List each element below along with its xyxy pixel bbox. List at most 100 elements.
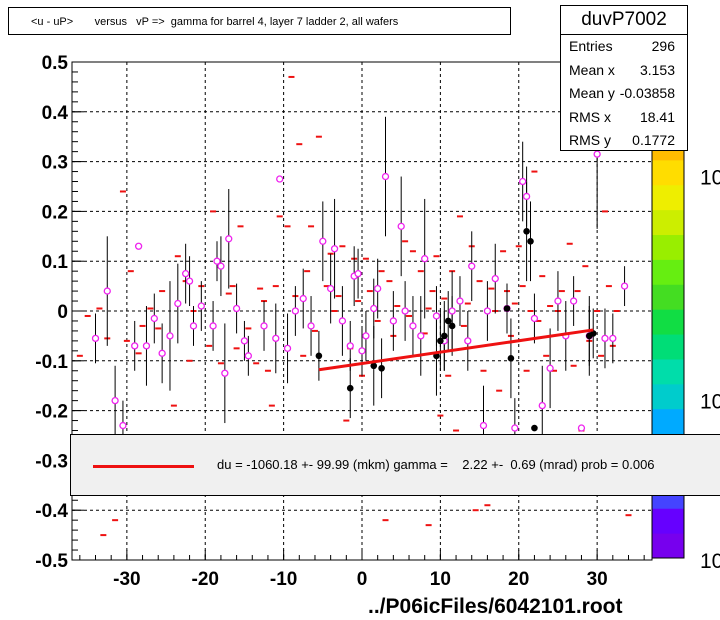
x-tick-label: 30 xyxy=(587,569,608,590)
open-point xyxy=(213,257,221,265)
open-point xyxy=(260,322,268,330)
palette-swatch xyxy=(652,358,684,385)
x-tick-label: 10 xyxy=(430,569,451,590)
open-point xyxy=(421,255,429,263)
open-point xyxy=(519,177,527,186)
stats-row-entries: Entries 296 xyxy=(561,35,687,59)
open-markers xyxy=(91,150,629,432)
open-point xyxy=(358,347,366,355)
filled-markers xyxy=(315,228,597,432)
palette-swatch xyxy=(652,234,684,260)
open-point xyxy=(338,317,347,325)
open-point xyxy=(119,421,127,430)
open-point xyxy=(609,334,617,343)
open-point xyxy=(491,274,499,283)
fit-legend-swatch xyxy=(93,465,194,468)
x-tick-label: -20 xyxy=(192,569,219,590)
stats-value: 296 xyxy=(651,38,675,54)
open-point xyxy=(240,337,249,345)
y-tick-label: -0.2 xyxy=(35,402,68,423)
open-point xyxy=(150,314,158,323)
y-tick-label: 0.3 xyxy=(42,153,68,174)
stats-row-rms-x: RMS x 18.41 xyxy=(561,106,687,130)
open-point xyxy=(209,322,217,330)
open-point xyxy=(217,262,225,270)
chart-title: <u - uP> versus vP => gamma for barrel 4… xyxy=(8,7,511,35)
open-point xyxy=(389,317,398,325)
open-point xyxy=(417,332,425,340)
open-point xyxy=(346,342,354,350)
filled-point xyxy=(440,332,448,340)
open-point xyxy=(189,322,198,330)
x-tick-label: 0 xyxy=(357,569,368,590)
palette-swatch xyxy=(652,508,684,534)
open-point xyxy=(468,262,476,270)
open-point xyxy=(291,307,300,315)
stats-row-rms-y: RMS y 0.1772 xyxy=(561,129,687,153)
stats-row-mean-x: Mean x 3.153 xyxy=(561,59,687,83)
open-point xyxy=(272,334,280,343)
stats-key: Mean x xyxy=(569,61,615,78)
open-point xyxy=(111,396,119,405)
stats-value: -0.03858 xyxy=(619,85,675,101)
open-point xyxy=(409,322,417,330)
open-point xyxy=(381,172,390,181)
y-tick-label: 0 xyxy=(57,302,68,323)
x-tick-label: -30 xyxy=(113,569,140,590)
open-point xyxy=(479,421,488,430)
open-point xyxy=(276,175,284,183)
open-point xyxy=(432,312,441,320)
filled-point xyxy=(378,364,385,372)
filled-point xyxy=(444,317,452,325)
palette-label: 10 xyxy=(700,167,720,190)
palette-swatch xyxy=(652,259,684,285)
y-tick-label: -0.4 xyxy=(35,501,68,522)
open-point xyxy=(354,269,362,278)
source-file-label: ../P06icFiles/6042101.root xyxy=(368,595,623,618)
filled-point xyxy=(448,322,456,330)
palette-swatch xyxy=(652,284,684,310)
open-point xyxy=(232,304,241,313)
open-point xyxy=(244,352,253,360)
filled-point xyxy=(507,355,515,362)
open-point xyxy=(221,369,229,377)
open-point xyxy=(326,284,335,293)
filled-point xyxy=(346,384,354,392)
filled-point xyxy=(315,352,323,360)
open-point xyxy=(483,307,492,315)
axes: -30 -20 -10 0 10 20 30 -0.5 -0.4 -0.3 -0.2 -0.1 0 0.1… xyxy=(35,53,645,590)
open-point xyxy=(330,245,339,253)
stats-name: duvP7002 xyxy=(561,6,687,35)
stats-row-mean-y: Mean y -0.03858 xyxy=(561,82,687,106)
open-point xyxy=(166,332,174,340)
open-point xyxy=(103,287,111,295)
y-tick-label: -0.5 xyxy=(35,551,68,572)
y-tick-label: 0.2 xyxy=(42,202,68,223)
open-point xyxy=(522,192,531,201)
palette-swatch xyxy=(652,209,684,236)
open-point xyxy=(225,235,233,243)
y-tick-label: 0.4 xyxy=(42,103,69,124)
y-tick-label: -0.1 xyxy=(35,352,68,373)
filled-point xyxy=(523,228,530,235)
open-point xyxy=(142,342,151,350)
palette-swatch xyxy=(652,334,684,360)
open-point xyxy=(397,222,405,230)
open-point xyxy=(601,334,609,343)
open-point xyxy=(319,237,327,245)
open-point xyxy=(593,150,601,158)
palette-label: 10 xyxy=(700,550,720,573)
open-point xyxy=(554,297,562,305)
filled-point xyxy=(527,237,534,245)
open-point xyxy=(569,297,578,305)
open-point xyxy=(577,424,586,432)
open-point xyxy=(134,242,143,250)
open-point xyxy=(374,284,382,293)
fit-legend: du = -1060.18 +- 99.99 (mkm) gamma = 2.2… xyxy=(70,434,720,496)
y-tick-label: 0.1 xyxy=(42,252,69,273)
open-point xyxy=(464,337,472,345)
open-point xyxy=(181,269,190,278)
open-point xyxy=(197,302,205,310)
open-point xyxy=(131,342,139,350)
filled-point xyxy=(531,424,538,432)
